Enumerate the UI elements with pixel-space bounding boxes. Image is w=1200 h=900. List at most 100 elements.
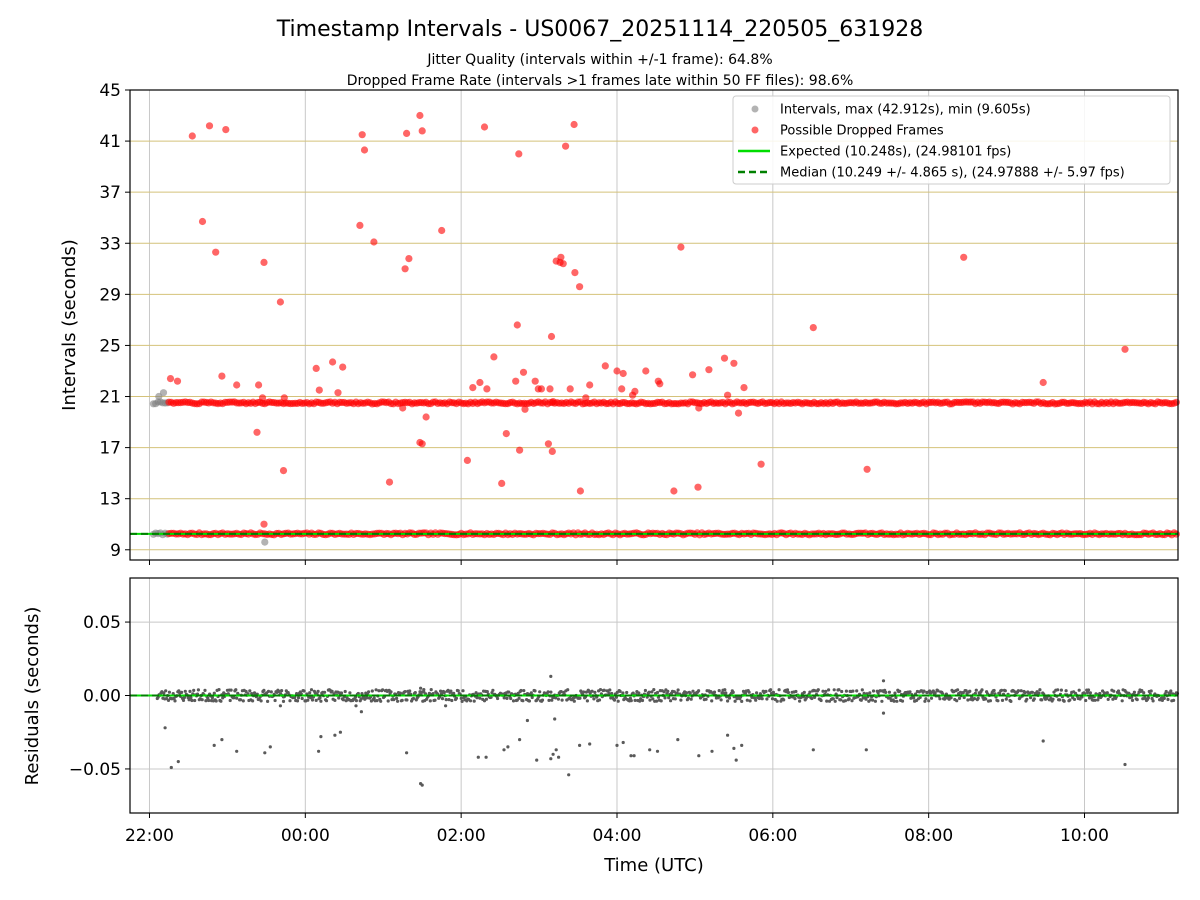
residual-point [235,749,239,753]
residuals-points [163,674,1127,787]
intervals-y-tick-label: 45 [99,81,121,101]
residual-point [220,738,224,742]
intervals-y-axis-label: Intervals (seconds) [59,239,80,411]
residual-point [319,735,323,739]
residual-point [884,690,888,695]
residual-point [992,688,996,693]
dropped-frame-point [212,248,220,256]
residual-point [447,698,451,702]
residual-point [659,699,663,703]
dropped-frame-point [1039,378,1047,387]
residual-point [831,697,835,701]
x-tick-label: 02:00 [437,826,486,846]
residual-point [566,688,570,692]
dropped-frame-point [480,123,489,131]
intervals-y-tick-label: 17 [99,439,121,459]
residual-point [567,773,571,777]
residual-point [337,696,341,700]
dropped-frame-point [403,129,411,137]
dropped-frame-point [1121,345,1129,353]
residual-point [745,698,749,702]
residual-point [1169,689,1173,693]
dropped-frame-point [586,381,594,389]
dropped-frame-point [205,122,214,130]
residual-point [324,699,329,703]
residual-point [529,691,533,695]
dropped-frame-point [253,428,261,436]
residual-point [943,697,947,701]
residual-point [1142,691,1146,695]
dropped-frame-point [502,430,510,438]
residual-point [731,690,735,695]
residual-point [456,689,460,693]
residual-point [374,688,378,692]
residual-point [309,688,314,692]
dropped-frame-point [279,467,288,475]
residual-point [697,754,701,758]
residual-point [268,745,272,749]
residual-point [851,689,855,693]
residual-point [348,691,352,695]
residual-point [724,691,728,695]
residual-point [485,690,489,694]
residual-point [262,688,266,693]
dropped-frame-point [233,381,241,389]
residual-point [182,695,186,700]
residual-point [1093,698,1097,702]
residual-point [229,688,233,692]
residual-point [183,689,187,693]
residual-point [1111,697,1115,701]
residual-point [802,690,806,695]
x-axis-label: Time (UTC) [603,855,704,876]
residual-point [518,738,522,742]
residual-point [847,697,851,701]
dropped-frame-point [515,150,523,158]
residual-point [740,699,744,704]
residual-point [241,699,245,703]
residual-point [204,699,208,703]
residual-point [593,690,597,695]
residual-point [839,698,843,702]
residual-point [850,699,854,703]
residual-point [747,690,751,694]
residual-point [232,696,236,700]
dropped-frame-point [188,132,196,140]
residual-point [386,699,390,703]
residual-point [769,688,773,692]
dropped-frame-point [656,380,664,388]
residual-point [616,699,620,703]
residual-point [280,689,284,693]
dropped-frame-point [720,354,729,362]
residual-point [1051,697,1055,701]
residual-point [1030,690,1034,694]
residual-point [431,692,435,696]
residual-point [929,696,934,700]
residual-point [196,688,200,692]
residual-point [496,696,500,701]
residual-point [1132,690,1136,694]
residual-point [214,699,218,703]
residual-point [259,699,263,703]
dropped-frame-point [548,447,556,455]
residual-point [827,688,831,692]
residual-point [893,691,897,695]
residual-point [228,698,232,703]
residual-point [968,689,972,693]
residual-point [323,690,327,694]
legend-median-label: Median (10.249 +/- 4.865 s), (24.97888 +… [780,166,1125,181]
residual-point [1023,691,1027,695]
residual-point [719,698,723,702]
residual-point [330,689,334,694]
residual-point [454,696,459,700]
residual-point [476,755,480,759]
dropped-frame-point [570,120,578,129]
chart-subtitle-jitter: Jitter Quality (intervals within +/-1 fr… [426,52,772,68]
dropped-frame-point [544,440,553,448]
x-tick-label: 10:00 [1060,826,1109,846]
residual-point [189,696,193,700]
residual-point [1059,688,1063,692]
residual-point [663,696,667,700]
residual-point [651,697,655,701]
dropped-frame-point [260,520,268,528]
residual-point [1140,689,1144,693]
